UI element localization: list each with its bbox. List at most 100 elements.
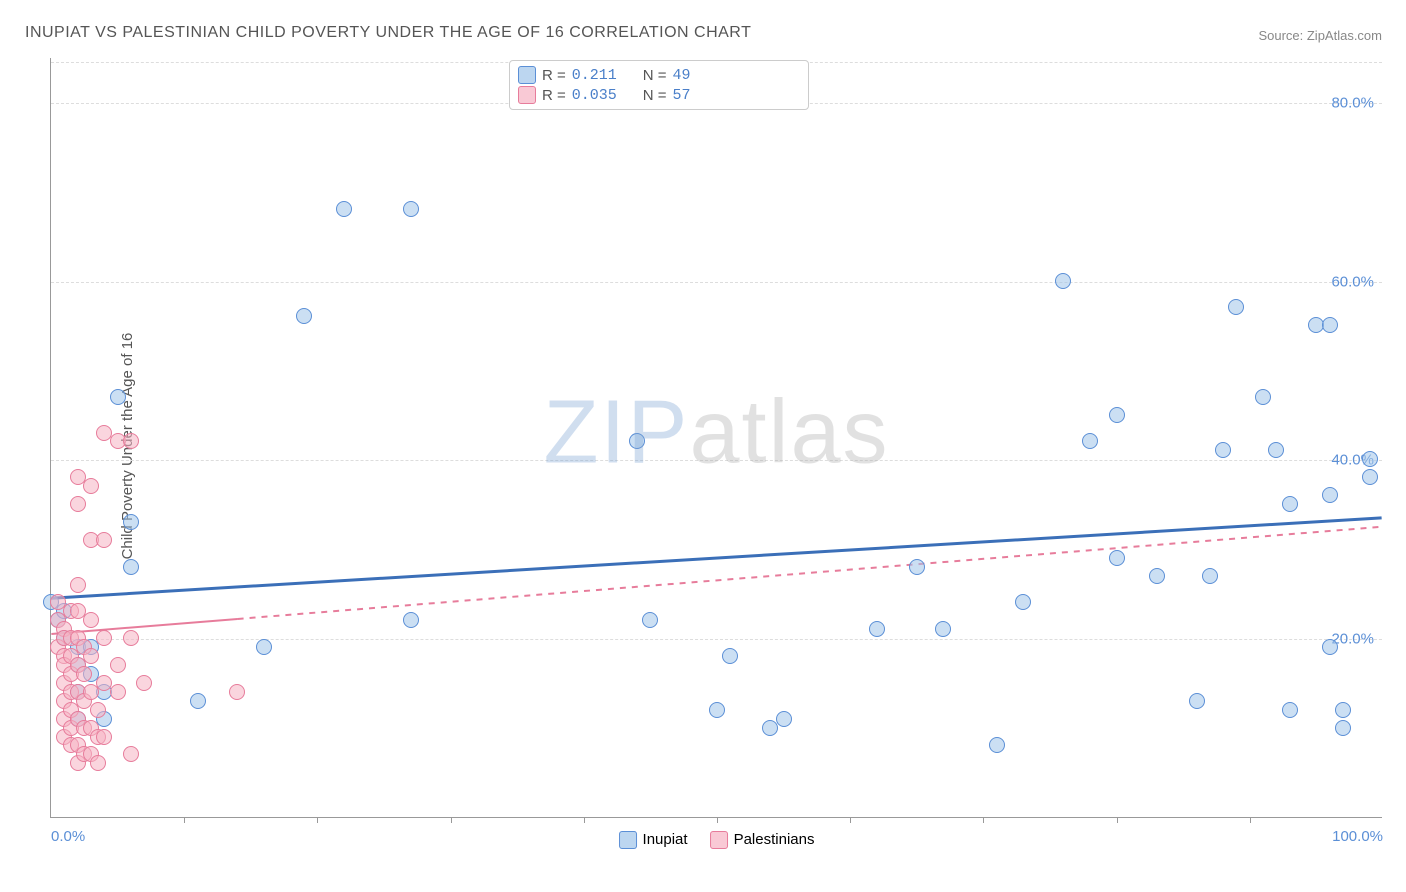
data-point	[123, 746, 139, 762]
data-point	[1228, 299, 1244, 315]
y-tick-label: 80.0%	[1331, 94, 1374, 111]
data-point	[722, 648, 738, 664]
data-point	[709, 702, 725, 718]
swatch-palestinians-icon	[710, 831, 728, 849]
data-point	[1055, 273, 1071, 289]
data-point	[935, 621, 951, 637]
n-value-palestinians: 57	[673, 87, 691, 104]
series-legend: Inupiat Palestinians	[619, 831, 815, 849]
gridline	[51, 639, 1382, 640]
plot-area: ZIPatlas R = 0.211 N = 49 R = 0.035 N = …	[50, 58, 1382, 818]
data-point	[1109, 407, 1125, 423]
data-point	[1362, 451, 1378, 467]
data-point	[1015, 594, 1031, 610]
data-point	[1322, 639, 1338, 655]
data-point	[869, 621, 885, 637]
r-value-palestinians: 0.035	[572, 87, 617, 104]
data-point	[1335, 702, 1351, 718]
n-label: N =	[643, 87, 667, 104]
n-label: N =	[643, 67, 667, 84]
watermark: ZIPatlas	[543, 381, 889, 484]
data-point	[136, 675, 152, 691]
n-value-inupiat: 49	[673, 67, 691, 84]
data-point	[642, 612, 658, 628]
data-point	[110, 389, 126, 405]
data-point	[83, 648, 99, 664]
data-point	[1282, 702, 1298, 718]
data-point	[629, 433, 645, 449]
data-point	[70, 496, 86, 512]
data-point	[1189, 693, 1205, 709]
x-tick	[451, 817, 452, 823]
data-point	[776, 711, 792, 727]
source-attribution: Source: ZipAtlas.com	[1258, 28, 1382, 43]
data-point	[256, 639, 272, 655]
data-point	[83, 478, 99, 494]
data-point	[1109, 550, 1125, 566]
x-tick-label: 100.0%	[1332, 828, 1383, 845]
data-point	[403, 201, 419, 217]
data-point	[1322, 317, 1338, 333]
data-point	[123, 630, 139, 646]
data-point	[110, 684, 126, 700]
x-tick	[983, 817, 984, 823]
legend-row-inupiat: R = 0.211 N = 49	[518, 65, 800, 85]
x-tick-label: 0.0%	[51, 828, 85, 845]
r-label: R =	[542, 87, 566, 104]
correlation-legend: R = 0.211 N = 49 R = 0.035 N = 57	[509, 60, 809, 110]
data-point	[96, 630, 112, 646]
data-point	[123, 514, 139, 530]
watermark-zip: ZIP	[543, 382, 689, 482]
data-point	[1362, 469, 1378, 485]
data-point	[76, 666, 92, 682]
x-tick	[317, 817, 318, 823]
data-point	[1255, 389, 1271, 405]
data-point	[123, 433, 139, 449]
source-link[interactable]: ZipAtlas.com	[1307, 28, 1382, 43]
legend-row-palestinians: R = 0.035 N = 57	[518, 85, 800, 105]
legend-label-palestinians: Palestinians	[734, 831, 815, 848]
r-value-inupiat: 0.211	[572, 67, 617, 84]
x-tick	[184, 817, 185, 823]
data-point	[96, 729, 112, 745]
data-point	[90, 755, 106, 771]
swatch-inupiat	[518, 66, 536, 84]
swatch-palestinians	[518, 86, 536, 104]
x-tick	[717, 817, 718, 823]
gridline	[51, 460, 1382, 461]
data-point	[190, 693, 206, 709]
gridline	[51, 282, 1382, 283]
legend-label-inupiat: Inupiat	[643, 831, 688, 848]
data-point	[90, 702, 106, 718]
data-point	[1322, 487, 1338, 503]
data-point	[229, 684, 245, 700]
data-point	[1149, 568, 1165, 584]
chart-title: INUPIAT VS PALESTINIAN CHILD POVERTY UND…	[25, 24, 751, 42]
x-tick	[850, 817, 851, 823]
data-point	[1202, 568, 1218, 584]
data-point	[96, 532, 112, 548]
data-point	[909, 559, 925, 575]
x-tick	[584, 817, 585, 823]
data-point	[123, 559, 139, 575]
r-label: R =	[542, 67, 566, 84]
data-point	[1215, 442, 1231, 458]
data-point	[403, 612, 419, 628]
legend-item-inupiat: Inupiat	[619, 831, 688, 849]
watermark-atlas: atlas	[689, 382, 889, 482]
source-prefix: Source:	[1258, 28, 1306, 43]
data-point	[70, 577, 86, 593]
data-point	[1268, 442, 1284, 458]
data-point	[296, 308, 312, 324]
data-point	[83, 612, 99, 628]
data-point	[1282, 496, 1298, 512]
data-point	[336, 201, 352, 217]
legend-item-palestinians: Palestinians	[710, 831, 815, 849]
data-point	[110, 657, 126, 673]
x-tick	[1250, 817, 1251, 823]
data-point	[1082, 433, 1098, 449]
x-tick	[1117, 817, 1118, 823]
data-point	[989, 737, 1005, 753]
data-point	[1335, 720, 1351, 736]
swatch-inupiat-icon	[619, 831, 637, 849]
